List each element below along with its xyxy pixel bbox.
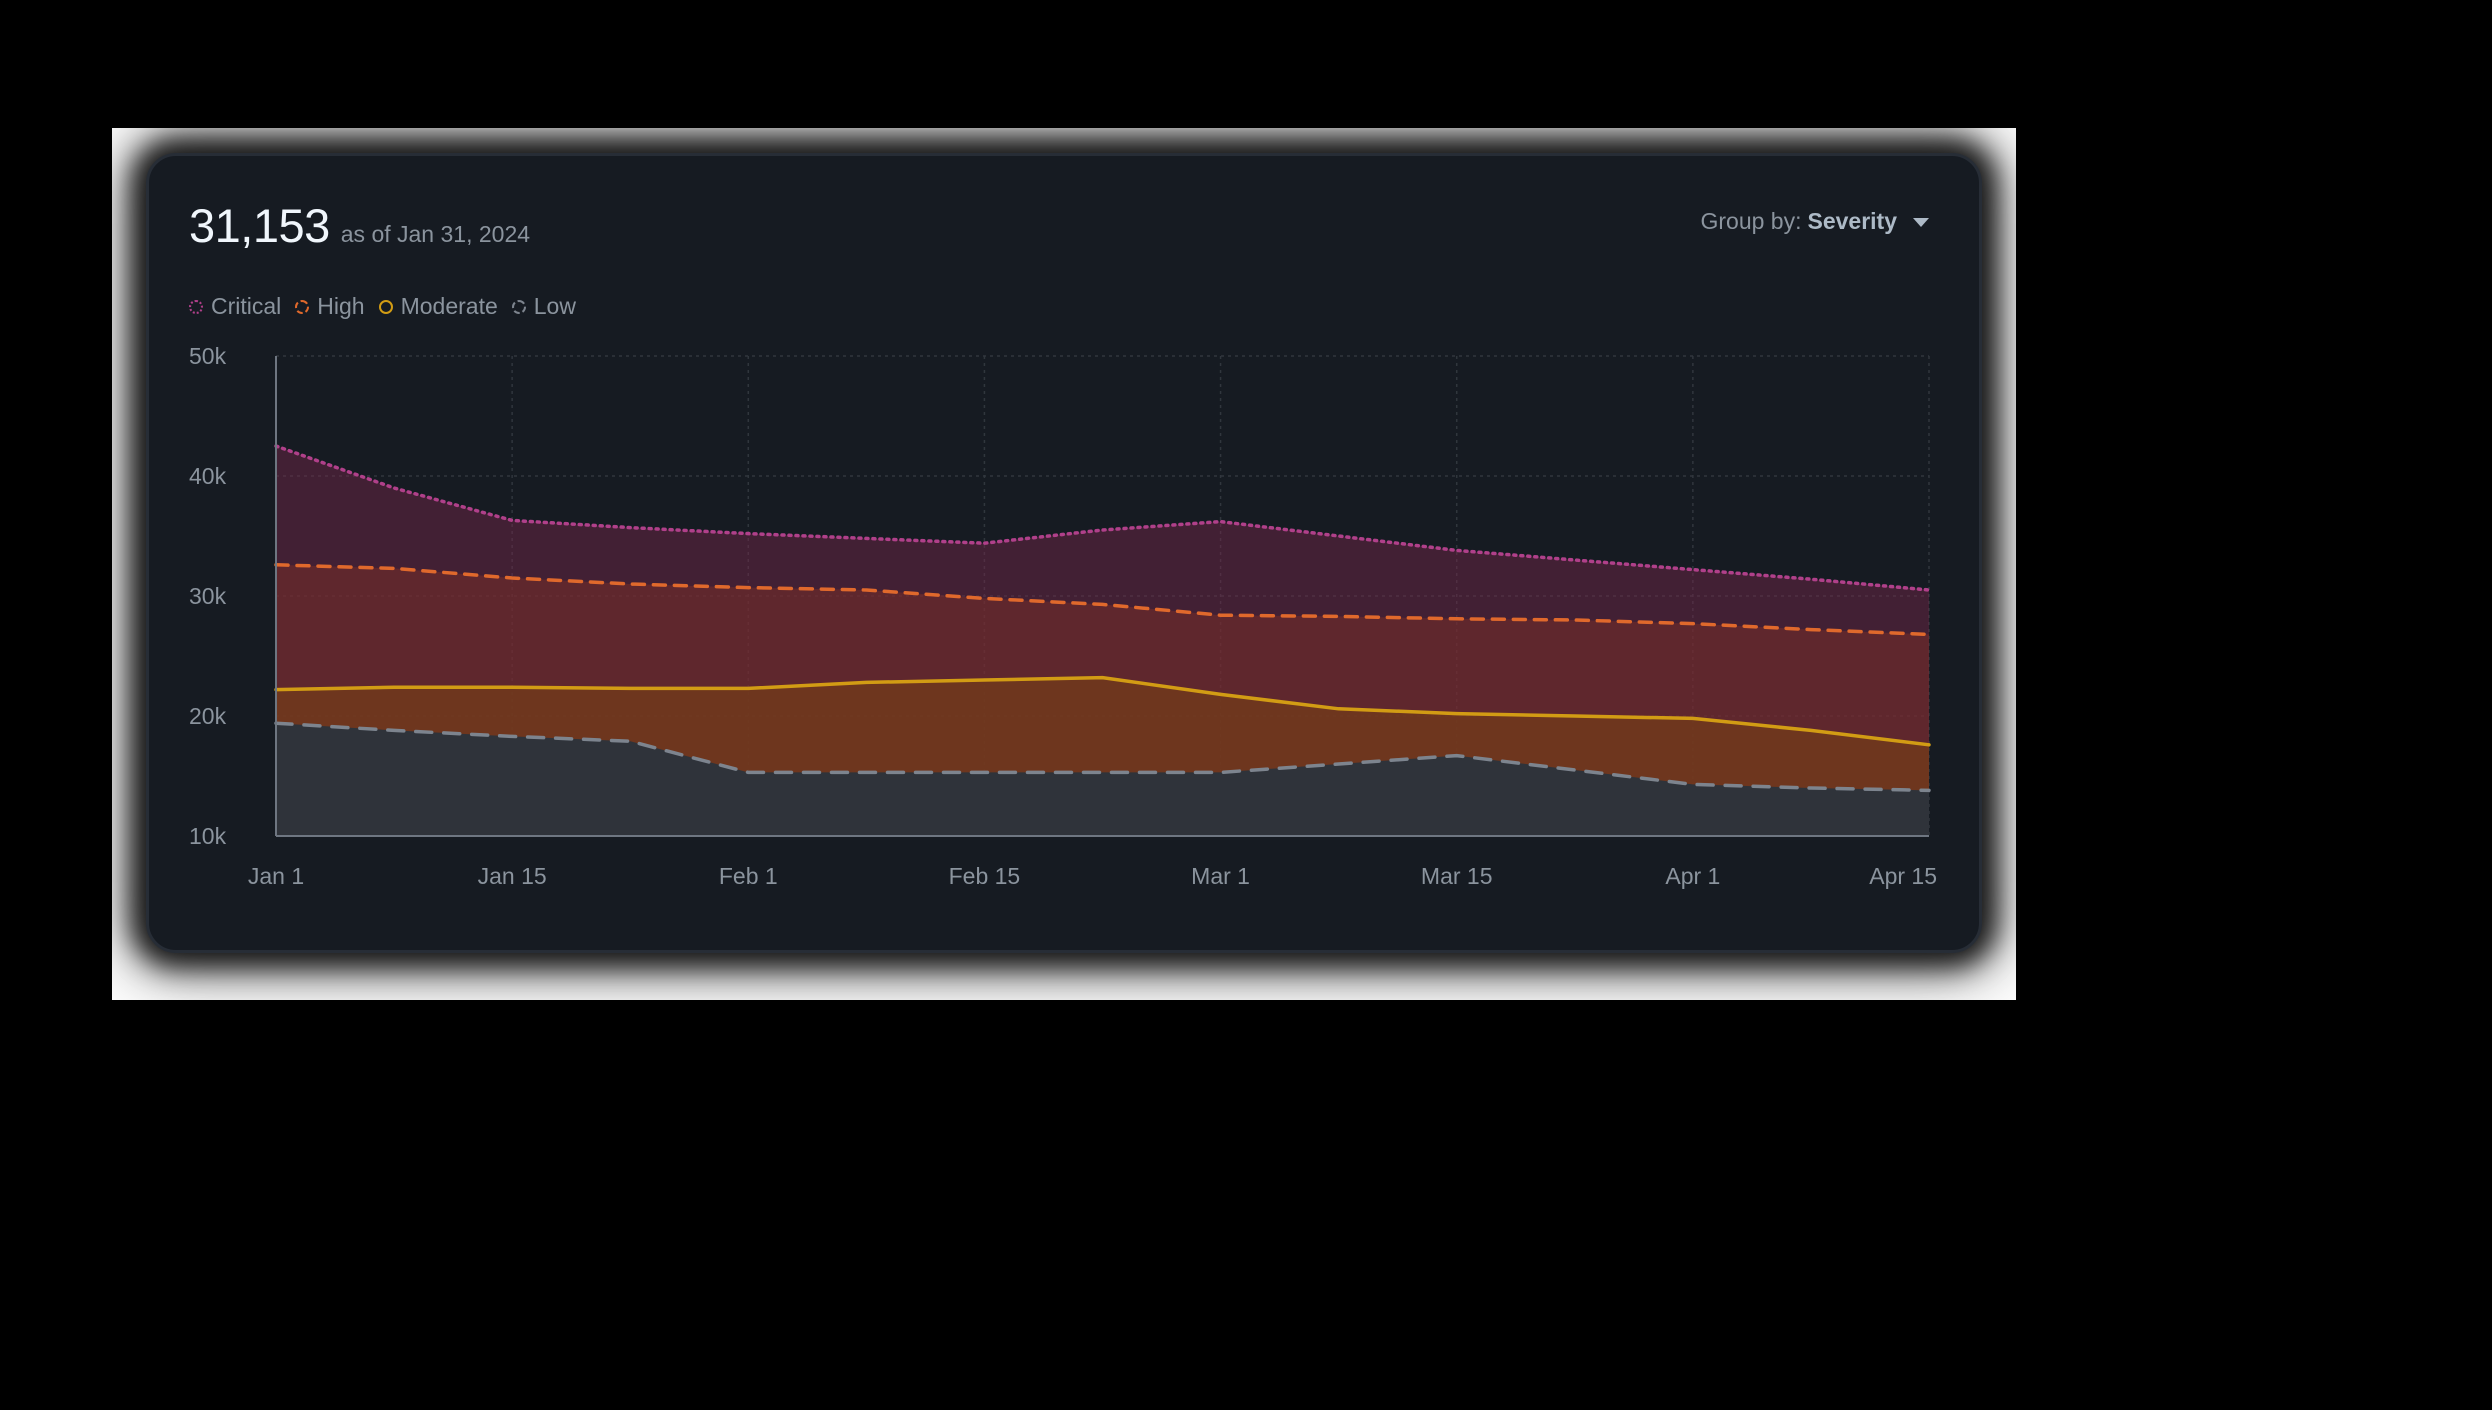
y-tick-label: 40k bbox=[189, 463, 227, 489]
x-tick-label: Apr 1 bbox=[1665, 863, 1720, 889]
x-tick-label: Jan 1 bbox=[248, 863, 304, 889]
legend-label-low: Low bbox=[533, 293, 576, 319]
x-tick-label: Jan 15 bbox=[478, 863, 547, 889]
legend-item-critical[interactable]: Critical bbox=[189, 293, 281, 320]
moderate-swatch-icon bbox=[378, 299, 393, 314]
x-tick-label: Feb 15 bbox=[949, 863, 1021, 889]
legend-label-critical: Critical bbox=[211, 293, 282, 319]
severity-area-chart: 50k 40k 30k 20k 10k Jan 1 Jan 15 Feb 1 Feb 15 Mar… bbox=[189, 343, 1937, 889]
y-tick-label: 30k bbox=[189, 583, 227, 609]
x-tick-label: Mar 15 bbox=[1421, 863, 1493, 889]
as-of-date: as of Jan 31, 2024 bbox=[340, 221, 531, 247]
group-by-value: Severity bbox=[1807, 208, 1897, 234]
line-moderate bbox=[274, 675, 1931, 747]
legend-item-low[interactable]: Low bbox=[511, 293, 576, 320]
x-tick-label: Apr 15 bbox=[1869, 863, 1937, 889]
y-tick-label: 50k bbox=[189, 343, 227, 369]
x-tick-label: Feb 1 bbox=[719, 863, 778, 889]
low-swatch-icon bbox=[511, 299, 526, 314]
line-low bbox=[274, 721, 1931, 793]
total-count: 31,153 bbox=[189, 199, 330, 252]
vulnerability-chart-card: 31,153 as of Jan 31, 2024 Group by: Seve… bbox=[146, 153, 1982, 953]
line-high bbox=[274, 563, 1931, 637]
group-by-dropdown[interactable]: Group by: Severity bbox=[1700, 208, 1929, 235]
high-swatch-icon bbox=[295, 299, 310, 314]
legend-label-high: High bbox=[317, 293, 365, 319]
critical-swatch-icon bbox=[189, 299, 203, 314]
line-critical bbox=[274, 444, 1931, 592]
summary-header: 31,153 as of Jan 31, 2024 bbox=[189, 198, 530, 253]
group-by-label: Group by: bbox=[1700, 208, 1802, 234]
chart-legend: Critical High Moderate Low bbox=[189, 293, 590, 320]
legend-item-moderate[interactable]: Moderate bbox=[378, 293, 498, 320]
x-tick-label: Mar 1 bbox=[1191, 863, 1250, 889]
area-low bbox=[276, 723, 1929, 836]
legend-label-moderate: Moderate bbox=[400, 293, 498, 319]
legend-item-high[interactable]: High bbox=[295, 293, 365, 320]
y-tick-label: 20k bbox=[189, 703, 227, 729]
y-tick-label: 10k bbox=[189, 823, 227, 849]
chevron-down-icon bbox=[1913, 218, 1929, 227]
